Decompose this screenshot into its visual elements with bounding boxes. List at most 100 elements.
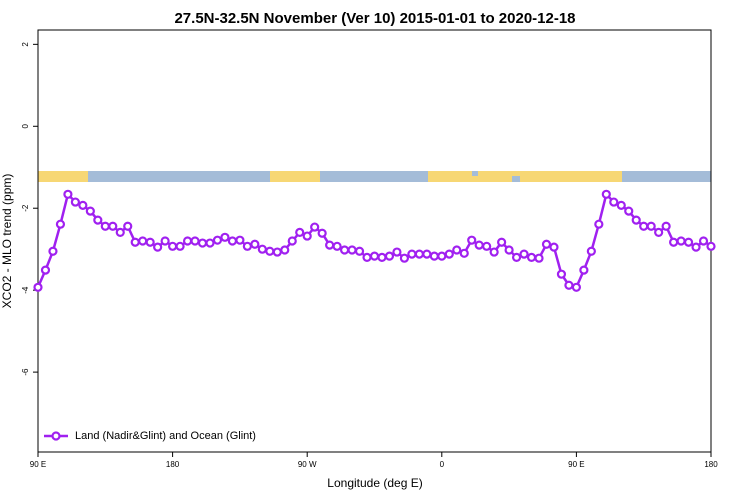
point bbox=[100, 221, 110, 231]
point bbox=[691, 242, 701, 252]
point bbox=[354, 246, 365, 256]
point bbox=[78, 200, 88, 210]
point bbox=[197, 238, 208, 248]
y-tick-label: -4 bbox=[21, 286, 30, 294]
point bbox=[526, 252, 537, 262]
point bbox=[452, 245, 462, 255]
point bbox=[609, 197, 619, 207]
y-tick-label: 0 bbox=[21, 124, 30, 129]
point bbox=[586, 246, 596, 256]
point bbox=[422, 249, 432, 259]
point bbox=[257, 244, 267, 254]
point bbox=[661, 221, 671, 231]
point bbox=[399, 253, 410, 263]
point bbox=[497, 237, 507, 247]
point bbox=[444, 249, 454, 259]
point bbox=[616, 200, 626, 210]
point bbox=[242, 241, 252, 251]
legend-label: Land (Nadir&Glint) and Ocean (Glint) bbox=[75, 430, 256, 442]
point bbox=[384, 251, 395, 261]
point bbox=[437, 251, 447, 261]
y-axis-label: XCO2 - MLO trend (ppm) bbox=[0, 174, 14, 309]
legend-marker bbox=[51, 431, 61, 441]
point bbox=[302, 231, 312, 241]
point bbox=[482, 241, 492, 251]
point bbox=[467, 235, 477, 245]
y-tick-label: -2 bbox=[21, 204, 30, 212]
point bbox=[93, 215, 103, 225]
point bbox=[130, 237, 140, 247]
point bbox=[556, 269, 567, 279]
point bbox=[347, 245, 357, 255]
point bbox=[160, 236, 170, 246]
x-tick-label: 0 bbox=[440, 460, 445, 469]
point bbox=[272, 247, 282, 257]
point bbox=[310, 222, 320, 232]
x-axis-label: Longitude (deg E) bbox=[327, 476, 422, 490]
legend: Land (Nadir&Glint) and Ocean (Glint) bbox=[44, 430, 256, 442]
point bbox=[504, 245, 514, 255]
point bbox=[594, 219, 604, 229]
point bbox=[115, 227, 125, 237]
point bbox=[639, 221, 649, 231]
point bbox=[669, 237, 679, 247]
point bbox=[519, 249, 529, 259]
chart-title: 27.5N-32.5N November (Ver 10) 2015-01-01… bbox=[174, 10, 575, 27]
point bbox=[698, 236, 709, 246]
point bbox=[280, 245, 290, 255]
point bbox=[175, 241, 185, 251]
x-tick-label: 180 bbox=[166, 460, 180, 469]
point bbox=[55, 219, 66, 229]
point bbox=[205, 238, 215, 248]
point bbox=[706, 241, 716, 251]
point bbox=[48, 246, 58, 256]
point bbox=[153, 242, 163, 252]
point bbox=[549, 242, 559, 252]
point bbox=[459, 248, 469, 258]
point bbox=[474, 240, 484, 250]
point bbox=[339, 245, 350, 255]
point bbox=[227, 236, 238, 246]
point bbox=[182, 236, 193, 246]
plot-frame bbox=[37, 29, 712, 453]
point bbox=[646, 221, 656, 231]
point bbox=[534, 253, 544, 263]
point bbox=[407, 249, 417, 259]
point bbox=[332, 241, 342, 251]
point bbox=[377, 252, 387, 262]
point bbox=[369, 251, 380, 261]
point bbox=[287, 236, 297, 246]
point bbox=[85, 206, 95, 216]
x-tick-label: 90 W bbox=[298, 460, 317, 469]
point bbox=[123, 221, 133, 231]
point bbox=[579, 265, 589, 275]
point bbox=[489, 247, 499, 257]
point bbox=[601, 189, 611, 199]
y-tick-label: 2 bbox=[21, 42, 30, 47]
x-tick-label: 90 E bbox=[568, 460, 584, 469]
point bbox=[295, 227, 305, 237]
point bbox=[168, 241, 178, 251]
point bbox=[392, 247, 402, 257]
point bbox=[190, 236, 200, 246]
point bbox=[250, 239, 260, 249]
point bbox=[138, 236, 148, 246]
point bbox=[70, 197, 80, 207]
surface-band bbox=[38, 171, 711, 182]
point bbox=[414, 249, 424, 259]
point bbox=[624, 206, 634, 216]
point bbox=[429, 251, 439, 261]
point bbox=[212, 235, 223, 245]
point bbox=[108, 221, 118, 231]
point bbox=[63, 189, 73, 199]
point bbox=[683, 237, 694, 247]
point bbox=[40, 265, 51, 275]
point bbox=[511, 252, 522, 262]
point bbox=[220, 232, 230, 242]
point bbox=[654, 227, 664, 237]
x-tick-label: 90 E bbox=[30, 460, 46, 469]
y-tick-label: -6 bbox=[21, 368, 30, 376]
point bbox=[33, 282, 43, 292]
point bbox=[325, 240, 335, 250]
